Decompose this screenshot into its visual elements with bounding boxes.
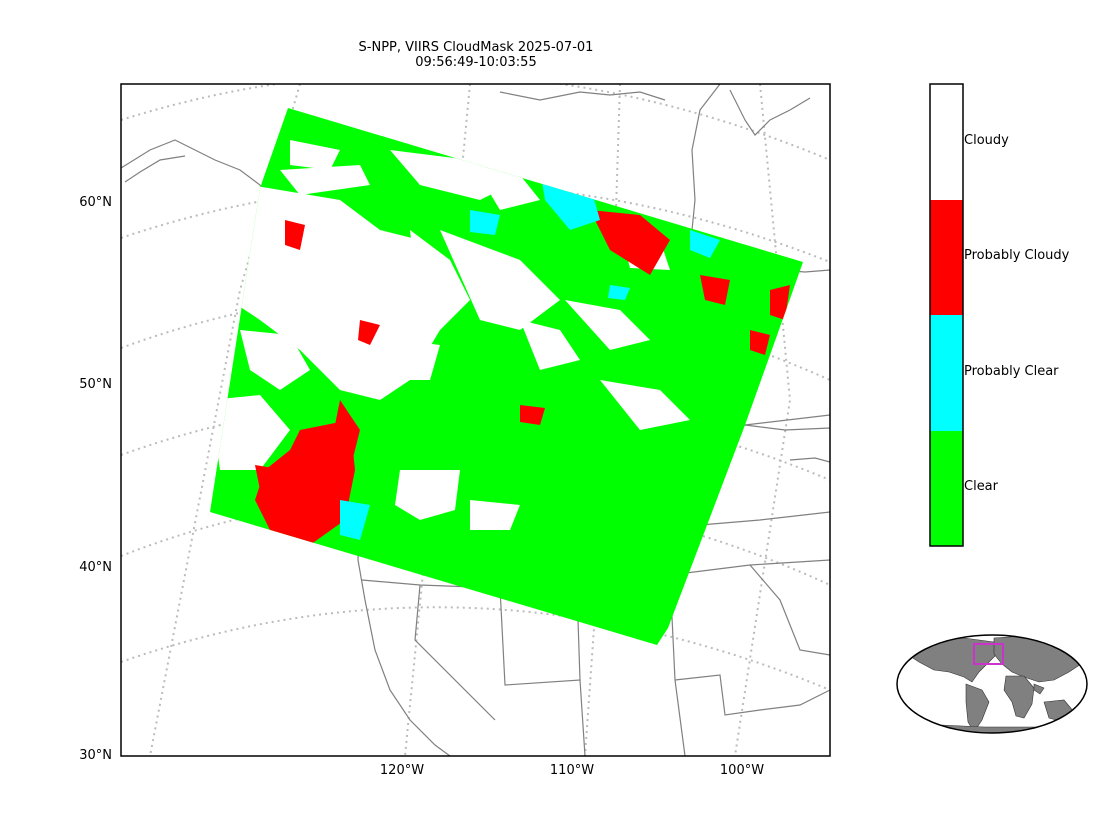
region-highlight-box bbox=[973, 643, 1004, 665]
lat-label-60n: 60°N bbox=[79, 195, 112, 210]
colorbar-label-probably-clear: Probably Clear bbox=[964, 364, 1059, 379]
colorbar-probably-cloudy-swatch bbox=[930, 200, 963, 315]
lon-label-100w: 100°W bbox=[719, 763, 765, 778]
lat-label-50n: 50°N bbox=[79, 377, 112, 392]
cloudmask-swath bbox=[210, 108, 803, 645]
colorbar-label-cloudy: Cloudy bbox=[964, 133, 1009, 148]
world-locator-inset bbox=[896, 634, 1088, 734]
world-landmasses bbox=[903, 635, 1085, 733]
lon-label-120w: 120°W bbox=[379, 763, 425, 778]
colorbar-label-clear: Clear bbox=[964, 479, 998, 494]
colorbar-frame bbox=[929, 83, 964, 547]
colorbar-label-probably-cloudy: Probably Cloudy bbox=[964, 248, 1070, 263]
colorbar bbox=[929, 83, 964, 547]
colorbar-cloudy-swatch bbox=[930, 84, 963, 200]
map-frame bbox=[120, 83, 831, 757]
probably-cloudy-regions bbox=[255, 210, 790, 545]
lat-label-30n: 30°N bbox=[79, 748, 112, 763]
map-title: S-NPP, VIIRS CloudMask 2025-07-01 09:56:… bbox=[358, 40, 594, 70]
lon-label-110w: 110°W bbox=[549, 763, 595, 778]
colorbar-clear-swatch bbox=[930, 431, 963, 546]
colorbar-probably-clear-swatch bbox=[930, 315, 963, 431]
lat-label-40n: 40°N bbox=[79, 560, 112, 575]
globe-outline bbox=[896, 634, 1088, 734]
map-area bbox=[121, 84, 830, 756]
